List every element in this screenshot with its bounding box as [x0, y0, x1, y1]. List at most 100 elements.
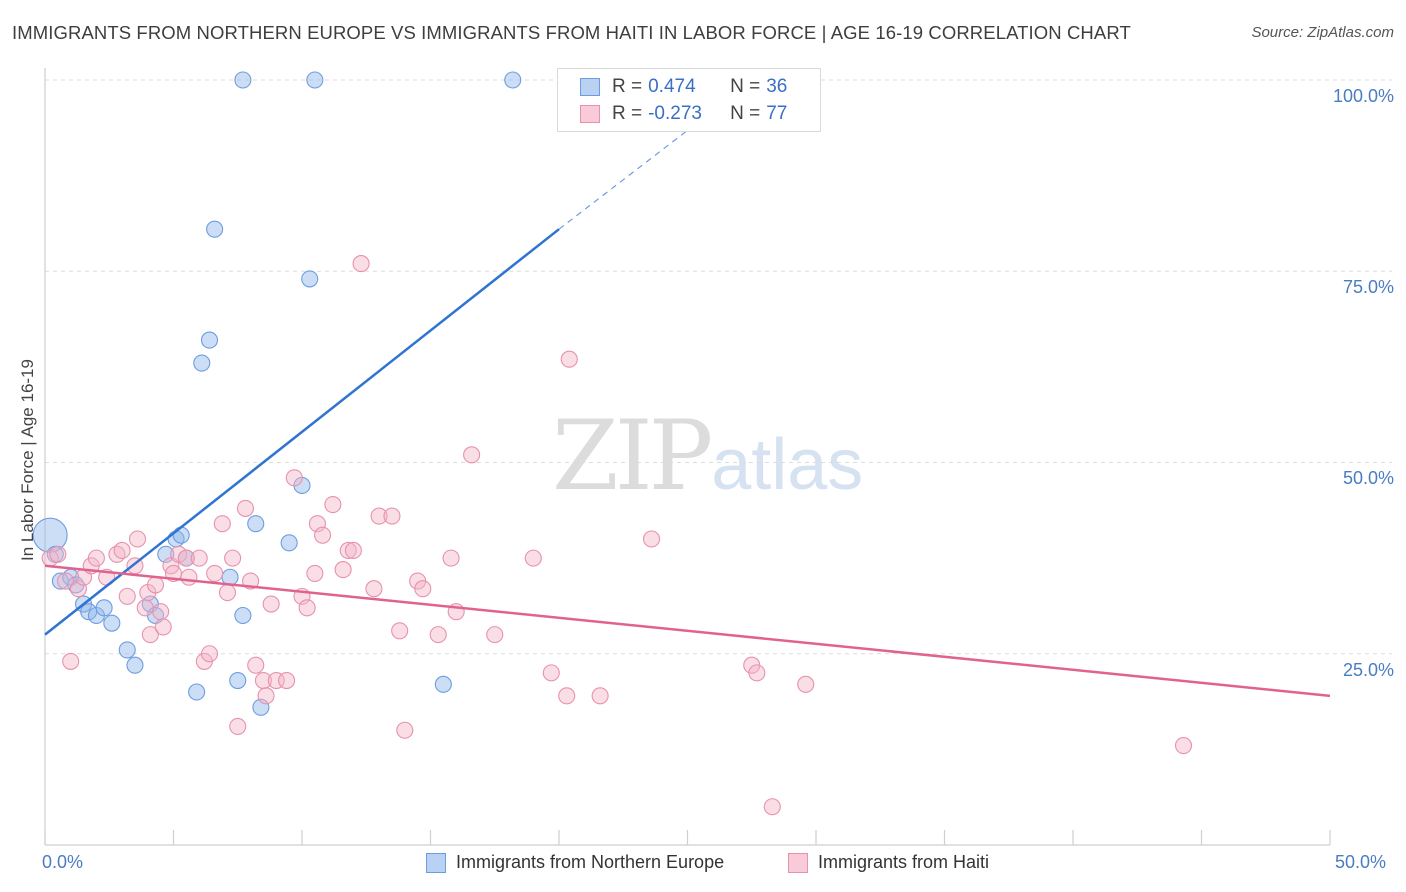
data-point-northern-europe-10	[118, 641, 136, 659]
data-point-haiti-3	[62, 652, 80, 670]
trend-line-haiti	[44, 564, 1331, 698]
data-point-haiti-31	[224, 549, 242, 567]
data-point-haiti-55	[391, 622, 409, 640]
data-point-northern-europe-31	[306, 71, 324, 89]
data-point-northern-europe-18	[188, 683, 206, 701]
legend-r-northern-europe: 0.474	[648, 76, 696, 97]
data-point-northern-europe-16	[172, 526, 190, 544]
data-point-haiti-72	[763, 798, 781, 816]
bottom-legend-northern-europe: Immigrants from Northern Europe	[426, 852, 724, 873]
data-point-haiti-51	[352, 255, 370, 273]
data-point-haiti-37	[257, 687, 275, 705]
correlation-legend: R = 0.474 N = 36 R = -0.273 N = 77	[557, 68, 821, 132]
data-point-haiti-52	[365, 580, 383, 598]
data-point-haiti-73	[797, 675, 815, 693]
data-point-haiti-69	[642, 530, 661, 548]
data-point-haiti-25	[190, 549, 208, 567]
data-point-northern-europe-20	[200, 331, 219, 349]
chart-source: Source: ZipAtlas.com	[1251, 24, 1394, 41]
data-point-haiti-18	[152, 603, 170, 621]
data-point-northern-europe-25	[247, 515, 265, 533]
data-point-haiti-65	[542, 664, 560, 682]
data-point-haiti-68	[591, 687, 609, 705]
data-point-haiti-10	[113, 541, 131, 560]
data-point-haiti-27	[200, 645, 219, 663]
bottom-legend-swatch-northern-europe	[426, 852, 446, 873]
data-point-haiti-39	[267, 671, 285, 690]
data-point-northern-europe-27	[280, 534, 298, 552]
data-point-northern-europe-29	[301, 270, 319, 288]
data-point-haiti-44	[306, 564, 324, 582]
y-tick-label-50: 50.0%	[1342, 468, 1394, 488]
data-point-haiti-16	[141, 626, 159, 644]
data-point-haiti-43	[298, 599, 316, 617]
data-point-haiti-1	[49, 545, 67, 563]
legend-n-northern-europe: 36	[766, 76, 788, 97]
data-point-haiti-53	[370, 507, 388, 525]
bottom-legend-label-haiti: Immigrants from Haiti	[818, 852, 990, 872]
data-point-haiti-35	[247, 656, 265, 674]
data-point-haiti-49	[339, 541, 357, 560]
y-axis-label: In Labor Force | Age 16-19	[18, 359, 37, 561]
data-point-haiti-2	[57, 572, 75, 590]
data-point-northern-europe-8	[95, 599, 113, 617]
legend-row-northern-europe: R = 0.474 N = 36	[580, 74, 787, 100]
data-point-haiti-64	[524, 549, 542, 567]
data-point-haiti-74	[1174, 736, 1193, 755]
data-point-haiti-47	[324, 496, 342, 514]
data-point-haiti-17	[146, 576, 165, 594]
data-point-haiti-7	[87, 549, 105, 567]
data-point-haiti-40	[278, 671, 296, 690]
legend-n-haiti: 77	[766, 103, 788, 124]
data-point-northern-europe-23	[229, 671, 247, 690]
data-points	[32, 71, 1193, 816]
watermark: ZIPatlas	[552, 400, 864, 512]
data-point-haiti-29	[213, 515, 231, 533]
grid	[45, 79, 1392, 655]
data-point-haiti-50	[344, 541, 362, 560]
data-point-haiti-22	[170, 545, 188, 563]
trend-line-northern-europe	[44, 228, 560, 636]
data-point-haiti-11	[118, 587, 136, 605]
data-point-haiti-23	[177, 549, 195, 567]
data-point-haiti-63	[486, 626, 504, 644]
data-point-haiti-67	[560, 350, 578, 368]
data-point-haiti-60	[442, 549, 460, 567]
data-point-haiti-30	[218, 583, 237, 602]
axes	[44, 68, 1331, 846]
data-point-haiti-56	[396, 721, 414, 739]
data-point-haiti-62	[463, 446, 481, 464]
data-point-northern-europe-21	[206, 220, 224, 238]
data-point-northern-europe-24	[234, 606, 252, 625]
data-point-haiti-41	[285, 469, 303, 487]
data-point-haiti-48	[334, 561, 352, 579]
data-point-haiti-54	[383, 507, 401, 525]
data-point-northern-europe-30	[234, 71, 252, 89]
data-point-haiti-13	[128, 530, 147, 548]
legend-r-haiti: -0.273	[648, 103, 702, 124]
data-point-haiti-24	[180, 568, 198, 586]
bottom-legend-swatch-haiti	[788, 852, 808, 873]
bottom-legend-label-northern-europe: Immigrants from Northern Europe	[456, 852, 725, 872]
data-point-haiti-46	[314, 526, 332, 544]
data-point-northern-europe-32	[434, 675, 452, 693]
legend-row-haiti: R = -0.273 N = 77	[580, 101, 787, 127]
legend-swatch-northern-europe	[580, 78, 600, 96]
data-point-haiti-32	[229, 717, 247, 735]
data-point-northern-europe-33	[504, 71, 522, 89]
data-point-haiti-66	[558, 687, 576, 705]
data-point-haiti-19	[154, 618, 172, 636]
x-tick-label-min: 0.0%	[42, 852, 84, 872]
data-point-northern-europe-11	[126, 656, 144, 674]
data-point-haiti-38	[262, 595, 280, 613]
data-point-haiti-71	[748, 664, 766, 682]
y-tick-label-25: 25.0%	[1342, 660, 1394, 680]
trend-lines	[44, 110, 1331, 698]
y-tick-label-75: 75.0%	[1342, 277, 1394, 297]
data-point-northern-europe-9	[103, 614, 121, 632]
data-point-northern-europe-19	[193, 354, 211, 372]
data-point-haiti-33	[236, 499, 255, 517]
data-point-haiti-58	[414, 580, 432, 598]
bottom-legend-haiti: Immigrants from Haiti	[788, 852, 989, 873]
